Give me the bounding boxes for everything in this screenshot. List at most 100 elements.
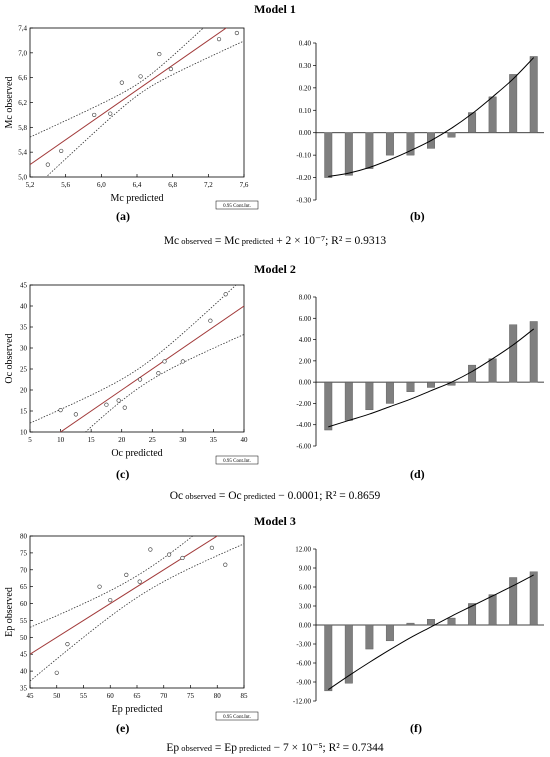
x-tick-label-e: 80 (214, 692, 222, 700)
x-tick-label-a: 7,2 (204, 181, 213, 189)
y-tick-label-d: 6.00 (299, 315, 312, 323)
data-point-a (138, 74, 143, 79)
y-tick-label-e: 40 (20, 668, 28, 676)
trend-curve-f (327, 574, 534, 691)
data-point-c (223, 292, 228, 297)
y-tick-label-e: 35 (20, 685, 28, 693)
x-tick-label-c: 35 (210, 436, 218, 444)
y-tick-label-a: 5,4 (18, 149, 27, 157)
data-point-a (92, 112, 97, 118)
residual-bar-b (365, 132, 374, 169)
data-point-e (180, 555, 185, 561)
ci-upper-line-c (30, 285, 237, 424)
fit-group-e (30, 536, 244, 682)
fit-group-c (30, 285, 244, 432)
legend-label-c: 0.95 Cont.Int. (223, 459, 251, 464)
y-axis-label-c: Oc observed (4, 333, 15, 383)
trend-curve-d (328, 328, 535, 428)
y-tick-label-f: -6.00 (296, 660, 311, 668)
data-point-c (73, 412, 78, 417)
y-tick-label-c: 15 (20, 408, 28, 416)
x-tick-label-e: 85 (241, 692, 249, 700)
x-tick-label-e: 75 (187, 692, 195, 700)
x-tick-label-a: 5,2 (26, 181, 35, 189)
data-point-a (119, 80, 124, 85)
ci-lower-line-a (45, 40, 244, 177)
data-point-c (208, 318, 213, 323)
y-tick-label-f: -9.00 (296, 679, 311, 687)
data-point-c (116, 398, 121, 403)
y-tick-label-e: 65 (20, 583, 28, 591)
x-tick-label-e: 60 (107, 692, 115, 700)
x-tick-label-e: 55 (80, 692, 88, 700)
x-tick-label-a: 6,8 (168, 181, 177, 189)
residual-bar-b (509, 74, 518, 133)
model-1-equation: Mc observed = Mc predicted + 2 × 10⁻⁷; R… (163, 235, 387, 247)
x-tick-label-e: 70 (160, 692, 168, 700)
data-point-c (162, 359, 167, 364)
residual-bar-f (468, 603, 477, 626)
y-tick-label-e: 50 (20, 634, 28, 642)
y-tick-label-f: -3.00 (296, 641, 311, 649)
data-point-a (108, 111, 113, 116)
y-tick-label-a: 5,0 (18, 174, 27, 182)
residual-bar-f (447, 617, 456, 626)
y-tick-label-d: 0.00 (299, 379, 312, 387)
x-tick-label-a: 5,6 (61, 181, 70, 189)
residual-bar-d (488, 358, 497, 383)
residual-bar-d (529, 321, 538, 383)
y-tick-label-b: 0.30 (299, 62, 312, 70)
data-point-c (180, 359, 185, 364)
data-point-c (104, 402, 109, 407)
residual-bar-d (406, 381, 415, 392)
residual-bar-b (447, 132, 456, 138)
y-tick-label-f: 12.00 (295, 546, 311, 554)
ci-upper-line-a (30, 28, 204, 138)
residual-bar-d (509, 324, 518, 383)
y-tick-label-f: 6.00 (299, 584, 312, 592)
data-point-a (168, 66, 173, 72)
x-axis-label-e: Ep predicted (112, 704, 163, 715)
data-point-e (137, 579, 142, 584)
y-tick-label-a: 6,6 (18, 74, 27, 82)
x-tick-label-c: 15 (88, 436, 96, 444)
y-tick-label-e: 60 (20, 600, 28, 608)
fit-line-a (30, 28, 228, 165)
data-point-c (156, 371, 161, 376)
data-point-e (108, 598, 113, 603)
y-tick-label-c: 25 (20, 366, 28, 374)
panel-label-d: (d) (410, 467, 425, 481)
model-3-equation: Ep observed = Ep predicted − 7 × 10⁻⁵; R… (166, 742, 384, 754)
x-tick-label-a: 6,4 (133, 181, 142, 189)
x-axis-label-a: Mc predicted (110, 193, 163, 204)
y-tick-label-c: 35 (20, 324, 28, 332)
y-tick-label-d: -2.00 (296, 400, 311, 408)
data-point-c (122, 405, 127, 410)
y-tick-label-b: 0.40 (299, 40, 312, 48)
y-axis-label-e: Ep observed (4, 587, 15, 637)
x-tick-label-a: 6,0 (97, 181, 106, 189)
plot-frame-e (29, 535, 245, 689)
legend-box-c (215, 455, 259, 465)
panel-label-f: (f) (410, 721, 422, 735)
y-tick-label-e: 55 (20, 617, 28, 625)
residual-bar-d (344, 381, 353, 421)
x-tick-label-c: 5 (28, 436, 32, 444)
y-tick-label-f: -12.00 (293, 698, 312, 706)
ci-lower-line-c (84, 334, 244, 432)
residual-bar-d (468, 364, 477, 383)
y-tick-label-f: 9.00 (299, 565, 312, 573)
x-tick-label-c: 25 (149, 436, 157, 444)
residual-bar-b (468, 112, 477, 133)
y-axis-label-a: Mc observed (4, 77, 15, 129)
fit-group-a (30, 28, 244, 177)
model-2-title: Model 2 (254, 262, 296, 276)
ci-lower-line-e (30, 543, 244, 682)
residual-bar-f (427, 619, 435, 626)
residual-bar-f (385, 624, 394, 642)
residual-bar-f (324, 624, 333, 692)
data-point-e (148, 547, 153, 552)
data-point-a (59, 148, 64, 154)
residual-bar-b (488, 96, 497, 133)
